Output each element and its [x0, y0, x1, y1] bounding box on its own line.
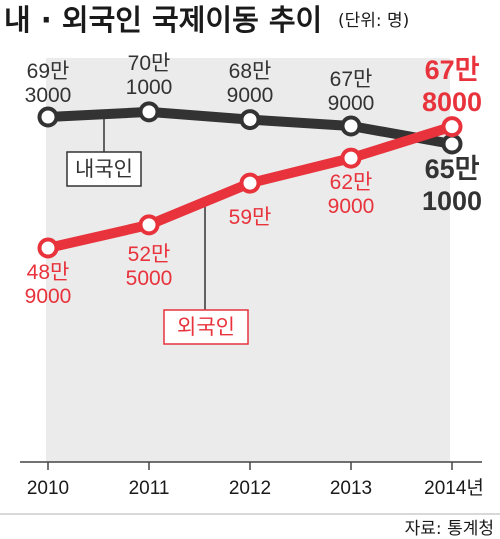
data-point: [239, 109, 261, 131]
legend-label: 내국인: [75, 157, 133, 181]
data-point: [138, 101, 160, 123]
data-label: 9000: [328, 92, 375, 115]
data-point: [340, 115, 362, 137]
data-label: 48만: [27, 261, 70, 284]
data-label: 68만: [229, 60, 272, 83]
data-label: 9000: [25, 285, 72, 308]
data-point: [340, 147, 362, 169]
data-label: 1000: [422, 186, 482, 216]
unit-label: (단위: 명): [338, 11, 409, 31]
data-point: [441, 116, 463, 138]
data-labels: 69만300070만100068만900067만900065만100048만90…: [25, 52, 482, 308]
data-point: [37, 237, 59, 259]
data-label: 5000: [126, 267, 173, 290]
legend-label: 외국인: [177, 315, 235, 339]
x-tick-label: 2014년: [424, 477, 484, 499]
data-label: 70만: [128, 52, 171, 75]
chart-title: 내 · 외국인 국제이동 추이: [4, 3, 322, 37]
data-label: 9000: [328, 195, 375, 218]
legend-box: [163, 309, 249, 345]
x-tick-label: 2011: [129, 478, 170, 499]
data-point: [441, 133, 463, 155]
data-label: 9000: [227, 84, 274, 107]
x-tick-label: 2013: [330, 478, 372, 499]
data-label: 67만: [425, 55, 480, 85]
data-label: 3000: [25, 84, 72, 107]
legend-box: [66, 151, 142, 187]
data-label: 65만: [425, 154, 480, 184]
data-label: 69만: [27, 60, 70, 83]
x-tick-label: 2010: [27, 478, 69, 499]
data-label: 59만: [229, 206, 272, 229]
series-points: [37, 101, 463, 259]
data-label: 67만: [330, 68, 373, 91]
x-tick-label: 2012: [229, 478, 271, 499]
x-axis-ticks: 2010 2011 2012 2013 2014년: [27, 462, 484, 499]
legend-connectors: [103, 115, 206, 310]
source-note: 자료: 통계청: [405, 519, 494, 539]
data-label: 52만: [128, 243, 171, 266]
data-point: [138, 214, 160, 236]
data-point: [37, 106, 59, 128]
data-label: 8000: [422, 87, 482, 117]
data-label: 62만: [330, 171, 373, 194]
data-point: [239, 172, 261, 194]
data-label: 1000: [126, 76, 173, 99]
